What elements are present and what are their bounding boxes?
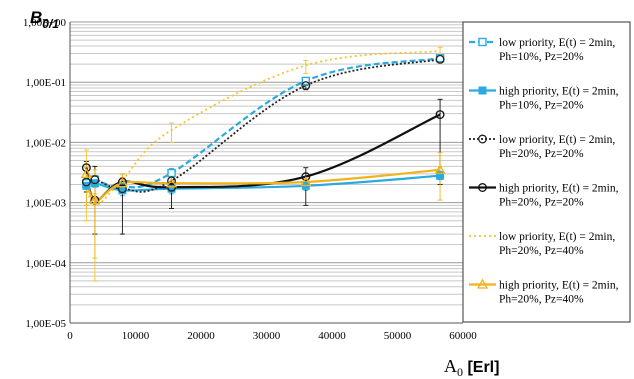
legend-entry-2: Ph=10%, Pz=20% [499,100,584,112]
legend-entry-3: Ph=20%, Pz=20% [499,148,584,160]
x-axis-label-main: A [444,356,457,376]
data-point [81,177,91,187]
legend-entry-4: Ph=20%, Pz=20% [499,197,584,209]
legend: low priority, E(t) = 2min, Ph=10%, Pz=20%… [462,21,631,323]
x-tick-label: 10000 [122,330,150,342]
x-tick-label: 40000 [318,330,346,342]
data-point [117,184,127,194]
series-line-5 [85,50,441,207]
legend-entry-6: high priority, E(t) = 2min, [499,280,619,292]
y-tick-label: 1,00E-03 [25,198,66,210]
x-axis-label-sub: 0 [457,365,463,379]
legend-box [462,21,631,323]
y-tick-label: 1,00E-05 [25,318,66,330]
y-tick-label: 1,00E+00 [23,17,67,29]
x-tick-label: 20000 [187,330,215,342]
legend-marker [478,37,487,47]
legend-marker [478,86,487,95]
x-tick-label: 60000 [449,330,477,342]
y-tick-label: 1,00E-02 [25,137,66,149]
data-point [301,172,311,182]
y-tick-label: 1,00E-04 [25,258,66,270]
data-point [116,177,129,188]
data-point [80,168,92,179]
y-tick-label: 1,00E-01 [25,77,66,89]
data-point [90,175,100,185]
data-point [301,76,310,86]
legend-marker [478,134,487,144]
legend-entry-6: Ph=20%, Pz=40% [499,294,584,306]
x-tick-label: 50000 [384,330,412,342]
tick-labels: 0 10000 20000 30000 40000 50000 60000 1,00E+00 1… [23,17,477,342]
y-axis-label: B0/1 [30,8,59,31]
data-point [300,176,312,187]
legend-marker [476,278,489,289]
series-markers [80,54,446,205]
legend-entry-5: low priority, E(t) = 2min, [499,231,615,243]
data-point [167,176,176,186]
legend-entry-3: low priority, E(t) = 2min, [499,134,615,146]
x-axis-label: A0 [Erl] [444,356,499,379]
legend-entry-4: high priority, E(t) = 2min, [499,183,619,195]
legend-entry-1: low priority, E(t) = 2min, [499,37,615,49]
data-point [89,194,101,205]
axes [69,22,463,324]
x-tick-label: 30000 [253,330,281,342]
data-point [436,171,445,180]
legend-marker [478,183,487,192]
data-point [435,54,445,64]
series-lines [85,50,441,207]
series-line-1 [85,57,441,189]
y-axis-label-sub: 0/1 [42,17,59,31]
legend-entry-1: Ph=10%, Pz=20% [499,51,584,63]
legend-entry-5: Ph=20%, Pz=40% [499,245,584,257]
x-axis-label-unit: [Erl] [463,359,499,376]
data-point [435,110,445,120]
data-point [434,164,446,174]
data-point [81,163,91,173]
y-axis-label-main: B [30,8,42,27]
series-line-3 [86,58,441,193]
data-point [167,168,176,178]
x-tick-label: 0 [67,330,73,342]
data-point [301,81,311,90]
data-point [165,177,178,188]
legend-entry-2: high priority, E(t) = 2min, [499,86,619,98]
